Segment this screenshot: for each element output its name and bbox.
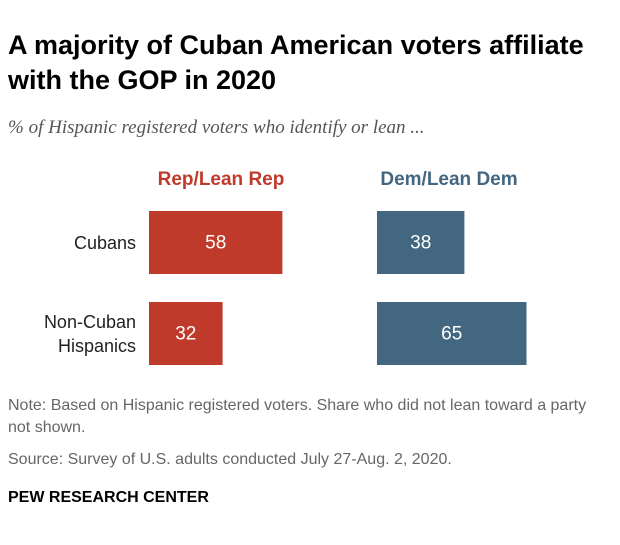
bar — [377, 302, 527, 365]
value-label: 32 — [175, 324, 196, 345]
source: Source: Survey of U.S. adults conducted … — [8, 451, 452, 468]
bar — [377, 211, 465, 274]
category-label: Non-Cuban Hispanics — [43, 311, 136, 356]
value-label: 38 — [410, 233, 431, 254]
bar — [149, 211, 283, 274]
note: Note: Based on Hispanic registered voter… — [8, 397, 587, 436]
value-label: 58 — [205, 233, 226, 254]
legend-label: Dem/Lean Dem — [380, 169, 517, 190]
chart-subtitle: % of Hispanic registered voters who iden… — [8, 117, 425, 138]
footer: PEW RESEARCH CENTER — [8, 489, 209, 506]
value-label: 65 — [441, 324, 462, 345]
chart-title: A majority of Cuban American voters affi… — [8, 30, 584, 95]
legend-label: Rep/Lean Rep — [158, 169, 285, 190]
category-label: Cubans — [73, 232, 136, 253]
bar — [149, 302, 223, 365]
